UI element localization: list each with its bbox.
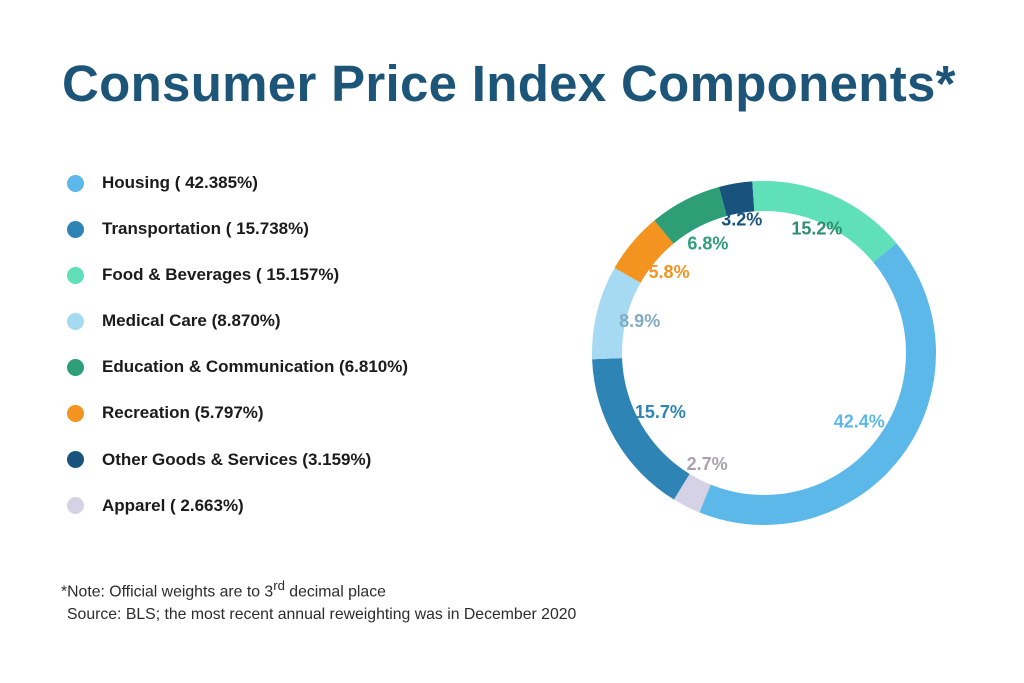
svg-text:15.7%: 15.7% [635,402,686,422]
svg-text:8.9%: 8.9% [619,311,660,331]
svg-text:42.4%: 42.4% [834,411,885,431]
svg-text:3.2%: 3.2% [721,210,762,230]
svg-text:6.8%: 6.8% [687,233,728,253]
svg-text:5.8%: 5.8% [649,262,690,282]
svg-text:2.7%: 2.7% [687,454,728,474]
svg-text:15.2%: 15.2% [791,219,842,239]
